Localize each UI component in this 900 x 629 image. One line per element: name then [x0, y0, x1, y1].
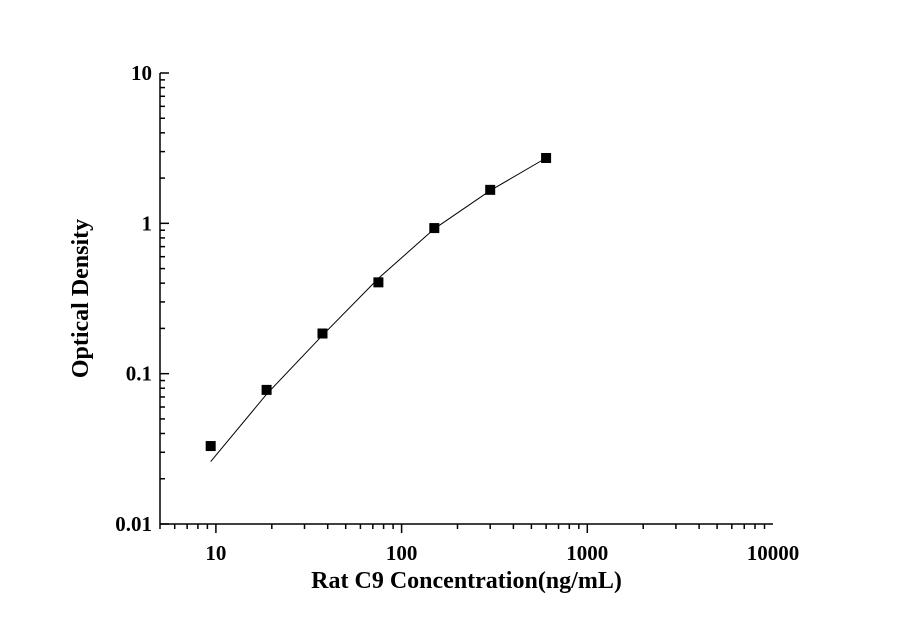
y-tick-label: 0.01	[115, 512, 152, 536]
y-tick-label: 0.1	[126, 362, 152, 386]
x-tick-label: 100	[386, 541, 418, 565]
data-point	[373, 277, 384, 288]
plot-frame	[159, 73, 773, 525]
x-tick-label: 10000	[747, 541, 800, 565]
data-point	[485, 184, 496, 195]
x-axis-ticks	[159, 524, 766, 533]
fit-curve-line	[210, 157, 547, 462]
y-axis-tick-labels: 0.01 0.1 1 10	[115, 61, 152, 536]
data-points	[205, 153, 552, 452]
y-tick-label: 10	[131, 61, 152, 85]
x-tick-label: 10	[205, 541, 226, 565]
x-axis-title: Rat C9 Concentration(ng/mL)	[311, 568, 622, 594]
y-tick-label: 1	[142, 211, 153, 235]
data-point	[261, 384, 272, 395]
x-tick-label: 1000	[566, 541, 608, 565]
y-axis-title: Optical Density	[68, 219, 94, 378]
data-point	[429, 223, 440, 234]
x-axis-tick-labels: 10 100 1000 10000	[205, 541, 799, 565]
data-point	[541, 153, 552, 164]
data-point	[205, 441, 216, 452]
data-point	[317, 328, 328, 339]
y-axis-ticks	[160, 72, 169, 525]
